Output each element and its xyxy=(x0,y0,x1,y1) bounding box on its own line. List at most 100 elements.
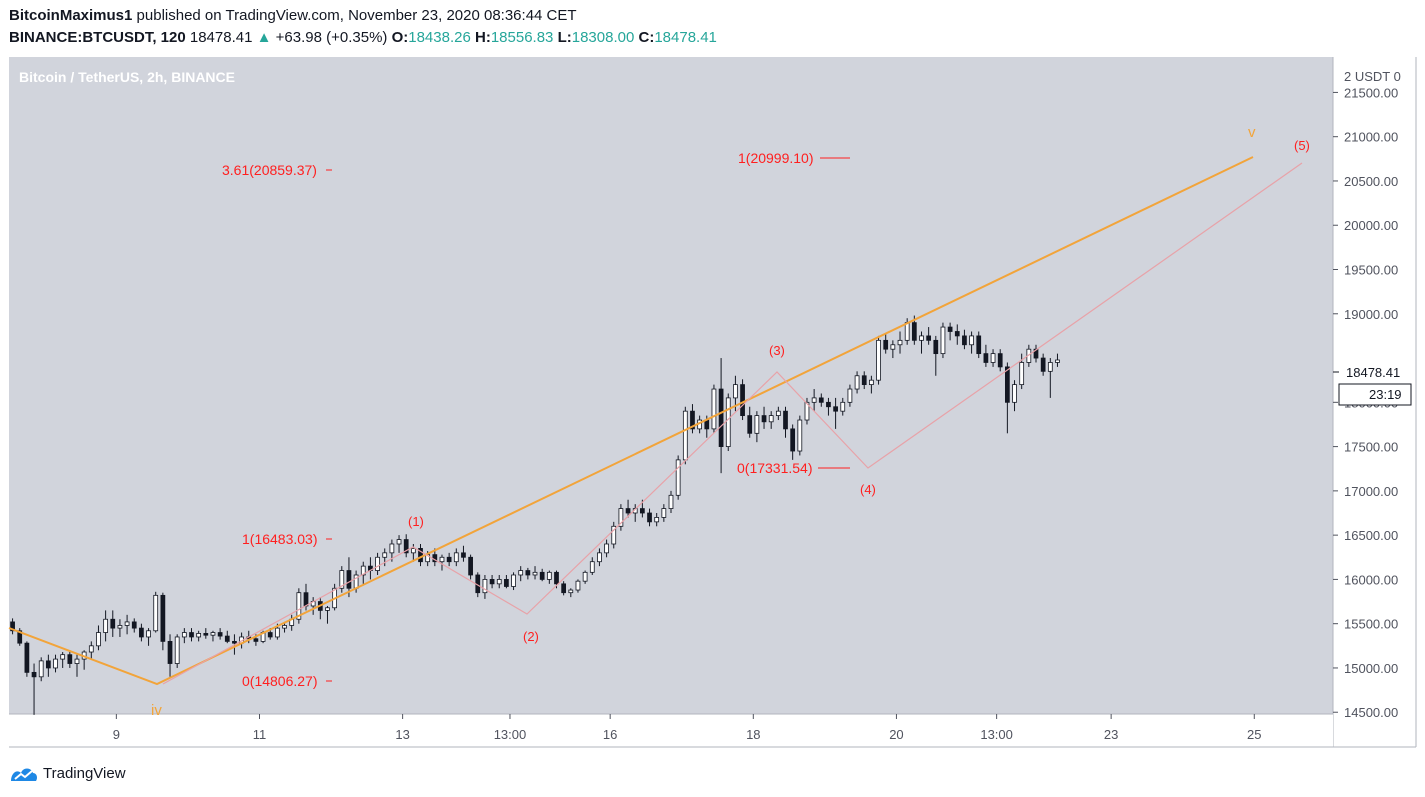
candle-body xyxy=(17,630,23,644)
candle xyxy=(861,371,867,390)
tradingview-brand[interactable]: TradingView xyxy=(43,764,126,782)
candle-body xyxy=(153,594,159,632)
candle-body xyxy=(611,525,617,545)
candle xyxy=(88,641,94,660)
candle-body xyxy=(525,570,531,576)
candle-body xyxy=(232,640,237,644)
candle xyxy=(589,557,595,575)
candle-body xyxy=(640,508,645,514)
candle-body xyxy=(618,508,624,527)
candle-body xyxy=(1040,357,1046,372)
candle xyxy=(582,570,588,584)
candle-body xyxy=(790,428,796,452)
candle xyxy=(189,628,194,642)
high-value: 18556.83 xyxy=(490,29,554,46)
time-tick-label: 16 xyxy=(603,727,617,742)
candle xyxy=(933,335,939,376)
candle-body xyxy=(511,574,516,587)
candle xyxy=(396,535,402,553)
candle xyxy=(339,566,345,593)
low-label: L: xyxy=(557,29,572,46)
candle xyxy=(1047,358,1053,398)
candle-body xyxy=(396,539,402,545)
candle-body xyxy=(940,326,946,355)
candle xyxy=(210,630,216,642)
candle-body xyxy=(167,640,173,664)
candle xyxy=(790,424,796,460)
candle xyxy=(761,406,767,429)
candle-body xyxy=(768,415,774,423)
candle xyxy=(568,588,574,598)
time-tick-label: 18 xyxy=(746,727,760,742)
orange-wave-line xyxy=(8,156,1254,686)
author-name[interactable]: BitcoinMaximus1 xyxy=(9,7,133,24)
candle-body xyxy=(933,339,939,355)
candle xyxy=(446,552,452,567)
candle xyxy=(539,568,545,582)
last-price: 18478.41 xyxy=(189,29,253,46)
candle xyxy=(532,566,538,580)
candle xyxy=(783,406,788,438)
candle xyxy=(833,397,838,429)
candle-body xyxy=(1047,362,1053,372)
candle-body xyxy=(117,625,123,629)
candle-body xyxy=(418,548,423,563)
candle-body xyxy=(96,632,101,647)
candle xyxy=(525,567,531,580)
candle xyxy=(811,389,817,412)
candle-body xyxy=(804,401,810,421)
candle-body xyxy=(1012,384,1017,403)
candle-body xyxy=(690,410,695,430)
time-tick-label: 20 xyxy=(889,727,903,742)
candle-body xyxy=(919,335,924,341)
candle-body xyxy=(45,660,51,669)
candle xyxy=(489,574,495,589)
candle xyxy=(74,654,80,677)
candle-body xyxy=(969,335,974,346)
candle-body xyxy=(904,322,910,341)
candle-body xyxy=(124,621,130,626)
time-tick-label: 23 xyxy=(1104,727,1118,742)
candle-body xyxy=(761,415,767,423)
candle-body xyxy=(482,579,488,594)
candle xyxy=(768,411,774,429)
candle-body xyxy=(1033,348,1039,359)
candle-body xyxy=(1055,359,1060,363)
candle-body xyxy=(74,658,80,664)
fib-label-1-upper: 1(20999.10) xyxy=(738,150,814,166)
time-axis[interactable] xyxy=(9,714,1333,747)
candle-body xyxy=(468,556,473,576)
candle xyxy=(654,513,660,527)
candle-body xyxy=(926,335,932,341)
price-tick-label: 16000.00 xyxy=(1344,572,1398,587)
candle xyxy=(453,548,459,567)
candlestick-series xyxy=(10,315,1060,715)
candle xyxy=(997,349,1003,372)
candle-body xyxy=(439,556,445,563)
candle-body xyxy=(911,322,917,341)
candle xyxy=(754,411,760,443)
candle xyxy=(296,588,302,624)
candle-body xyxy=(453,552,459,563)
candle-body xyxy=(661,508,667,518)
candle xyxy=(110,610,116,637)
candle xyxy=(160,592,166,651)
wave-label-1: (1) xyxy=(408,514,424,529)
candle xyxy=(174,634,180,668)
price-tick-label: 16500.00 xyxy=(1344,528,1398,543)
candle xyxy=(983,344,989,367)
candle-body xyxy=(282,625,287,629)
candle xyxy=(725,393,731,452)
price-tick-labels: 21500.00 21000.00 20500.00 20000.00 19500.00… xyxy=(1333,85,1398,720)
candle-body xyxy=(1004,366,1010,403)
wave-label-5: (5) xyxy=(1294,138,1310,153)
candle xyxy=(461,545,466,562)
candle xyxy=(826,397,831,416)
candle xyxy=(682,406,688,465)
plot-area[interactable] xyxy=(9,57,1333,714)
candle-body xyxy=(103,618,108,633)
candle xyxy=(969,331,974,354)
candle xyxy=(203,628,209,639)
candle-body xyxy=(997,353,1003,368)
